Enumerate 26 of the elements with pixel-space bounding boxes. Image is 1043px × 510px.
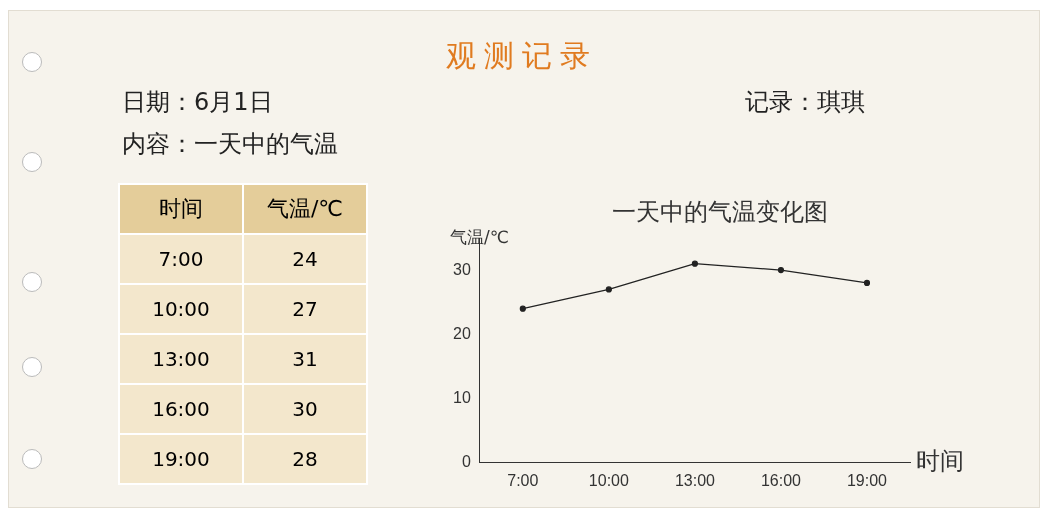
y-tick-label: 16:00 [119,384,243,434]
y-tick-label: 10:00 [119,284,243,334]
y-tick-label: 13:00 [119,334,243,384]
y-tick-label: 7:00 [119,234,243,284]
data-label: 30 [243,384,367,434]
data-label: 28 [243,434,367,484]
x-tick-label: 19:00 [846,471,888,489]
x-tick-label: 7:00 [507,471,539,489]
data-label: 24 [243,234,367,284]
text: 记录：琪琪 [745,87,865,118]
chart-title: 一天中的气温变化图 [612,198,828,227]
data-label: 27 [243,284,367,334]
y-tick-label: 0 [461,453,471,471]
y-tick-label: 30 [453,260,471,278]
y-axis-title: 气温/℃ [450,226,509,247]
x-tick-label: 10:00 [588,471,629,489]
x-tick-label: 16:00 [760,471,802,489]
data-label: 31 [243,334,367,384]
text: 日期：6月1日 [122,87,273,118]
text: 观测记录 [444,37,599,75]
y-axis-title: 时间 [119,184,243,234]
x-tick-label: 13:00 [674,471,716,489]
y-tick-label: 20 [453,324,471,342]
y-tick-label: 10 [453,388,471,406]
text: 内容：一天中的气温 [122,129,338,160]
x-axis-title: 时间 [916,447,964,476]
